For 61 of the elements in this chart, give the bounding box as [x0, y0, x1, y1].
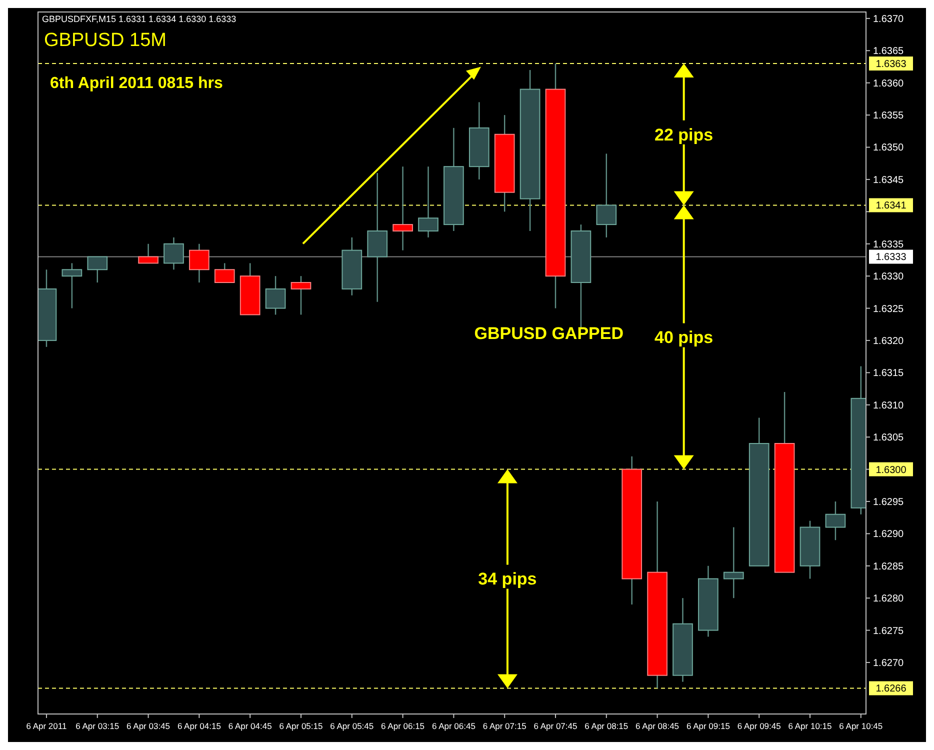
y-tick-label: 1.6365	[873, 46, 904, 58]
annotation: 40 pips	[654, 328, 714, 348]
x-tick-label: 6 Apr 03:45	[126, 721, 170, 731]
y-tick-label: 1.6305	[873, 432, 904, 444]
candlestick	[392, 166, 413, 251]
ref-line-label: 1.6266	[876, 684, 907, 695]
y-tick-label: 1.6360	[873, 78, 904, 90]
x-tick-label: 6 Apr 07:45	[534, 721, 578, 731]
x-tick-label: 6 Apr 09:45	[737, 721, 782, 731]
annotation: GBPUSDFXF,M15 1.6331 1.6334 1.6330 1.6333	[42, 14, 236, 24]
candlestick	[138, 243, 158, 264]
y-tick-label: 1.6315	[873, 368, 904, 380]
x-tick-label: 6 Apr 09:15	[686, 721, 730, 731]
candlestick	[723, 526, 744, 599]
text: 6th April 2011 0815 hrs	[50, 75, 223, 92]
x-tick-label: 6 Apr 08:45	[636, 721, 680, 731]
annotation: 22 pips	[654, 125, 714, 144]
x-tick-label: 6 Apr 10:15	[788, 721, 832, 731]
x-tick-label: 6 Apr 07:15	[482, 721, 527, 731]
y-tick-label: 1.6355	[873, 110, 904, 122]
y-tick-label: 1.6275	[873, 626, 904, 637]
y-tick-label: 1.6285	[873, 561, 904, 572]
candlestick	[825, 500, 846, 541]
y-tick-label: 1.6350	[873, 142, 904, 154]
y-tick-label: 1.6325	[873, 304, 904, 315]
y-tick-label: 1.6330	[873, 272, 904, 283]
y-tick-label: 1.6345	[873, 174, 904, 186]
candlestick	[87, 256, 108, 284]
x-tick-label: 6 Apr 04:15	[177, 721, 222, 731]
x-tick-label: 6 Apr 06:15	[381, 721, 425, 731]
y-tick-label: 1.6290	[873, 529, 904, 540]
y-tick-label: 1.6280	[873, 594, 904, 605]
candlestick	[265, 275, 286, 316]
ref-line-label: 1.6333	[876, 252, 907, 264]
annotation: GBPUSD GAPPED	[474, 324, 624, 343]
y-tick-label: 1.6295	[873, 496, 904, 508]
candlestick	[596, 153, 617, 238]
x-tick-label: 6 Apr 10:45	[839, 721, 883, 731]
text: GBPUSD 15M	[44, 30, 166, 51]
ref-line-label: 1.6300	[876, 464, 907, 476]
x-tick-label: 6 Apr 08:15	[584, 721, 628, 731]
x-tick-label: 6 Apr 03:15	[76, 721, 120, 731]
candlestick	[290, 275, 312, 316]
y-tick-label: 1.6320	[873, 336, 904, 347]
candlestick	[214, 262, 235, 284]
ref-line-label: 1.6363	[876, 59, 907, 70]
x-tick-label: 6 Apr 06:45	[432, 721, 476, 731]
x-tick-label: 6 Apr 04:45	[228, 721, 272, 731]
y-tick-label: 1.6370	[873, 14, 904, 25]
x-tick-label: 6 Apr 05:45	[330, 721, 374, 731]
y-tick-label: 1.6270	[873, 658, 904, 669]
y-tick-label: 1.6335	[873, 239, 904, 250]
y-tick-label: 1.6310	[873, 400, 904, 412]
candlestick	[418, 166, 438, 238]
candlestick	[189, 243, 210, 284]
candlestick	[62, 262, 82, 309]
ref-line-label: 1.6341	[876, 200, 907, 212]
annotation: 34 pips	[478, 570, 537, 589]
x-tick-label: 6 Apr 2011	[26, 721, 67, 731]
x-tick-label: 6 Apr 05:15	[279, 721, 323, 731]
candlestick	[164, 236, 184, 270]
